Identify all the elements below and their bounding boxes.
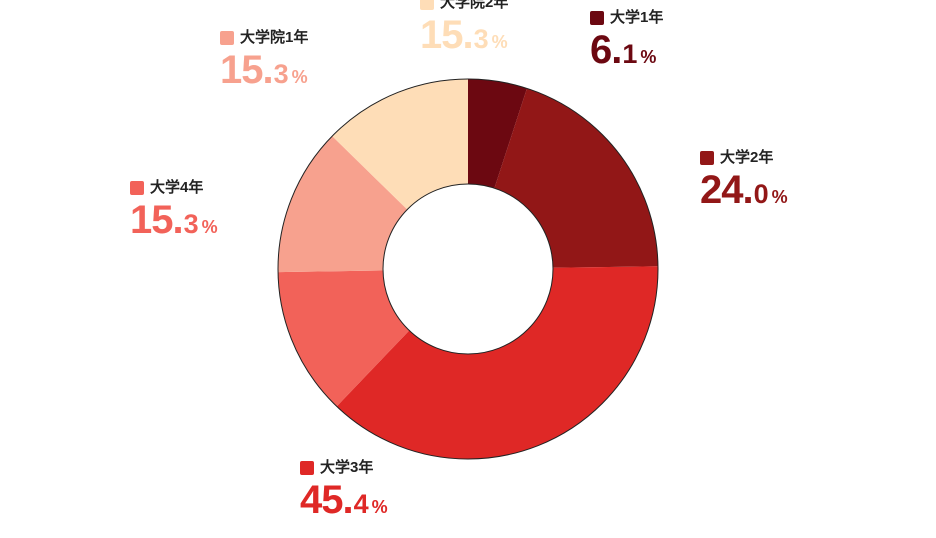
decimal-point: . bbox=[173, 198, 184, 242]
value-int: 6 bbox=[590, 28, 611, 72]
decimal-point: . bbox=[263, 48, 274, 92]
label-0: 大学1年 6.1% bbox=[590, 10, 663, 71]
label-name: 大学2年 bbox=[720, 149, 773, 166]
percent-sign: % bbox=[372, 497, 388, 517]
value-int: 15 bbox=[420, 13, 463, 57]
label-3: 大学4年 15.3% bbox=[130, 180, 218, 241]
decimal-point: . bbox=[463, 13, 474, 57]
value-dec: 3 bbox=[184, 209, 199, 239]
label-2: 大学3年 45.4% bbox=[300, 460, 388, 521]
decimal-point: . bbox=[743, 168, 754, 212]
percent-sign: % bbox=[492, 32, 508, 52]
percent-sign: % bbox=[292, 67, 308, 87]
value-dec: 0 bbox=[754, 179, 769, 209]
label-name: 大学4年 bbox=[150, 179, 203, 196]
value-dec: 4 bbox=[354, 489, 369, 519]
decimal-point: . bbox=[611, 28, 622, 72]
value-int: 24 bbox=[700, 168, 743, 212]
percent-sign: % bbox=[202, 217, 218, 237]
value-dec: 3 bbox=[274, 59, 289, 89]
swatch-icon bbox=[700, 151, 714, 165]
inner-ring bbox=[383, 184, 553, 354]
swatch-icon bbox=[420, 0, 434, 10]
label-name: 大学1年 bbox=[610, 9, 663, 26]
label-4: 大学院1年 15.3% bbox=[220, 30, 308, 91]
decimal-point: . bbox=[343, 478, 354, 522]
value-int: 45 bbox=[300, 478, 343, 522]
swatch-icon bbox=[590, 11, 604, 25]
label-name: 大学3年 bbox=[320, 459, 373, 476]
value-int: 15 bbox=[130, 198, 173, 242]
percent-sign: % bbox=[772, 187, 788, 207]
label-name: 大学院2年 bbox=[440, 0, 508, 11]
value-dec: 3 bbox=[474, 24, 489, 54]
label-1: 大学2年 24.0% bbox=[700, 150, 788, 211]
swatch-icon bbox=[130, 181, 144, 195]
swatch-icon bbox=[220, 31, 234, 45]
donut-svg bbox=[0, 0, 936, 538]
value-int: 15 bbox=[220, 48, 263, 92]
donut-chart: 大学1年6.1%大学2年24.0%大学3年45.4%大学4年15.3%大学院1年… bbox=[0, 0, 936, 538]
label-name: 大学院1年 bbox=[240, 29, 308, 46]
percent-sign: % bbox=[640, 47, 656, 67]
label-5: 大学院2年 15.3% bbox=[420, 0, 508, 56]
swatch-icon bbox=[300, 461, 314, 475]
value-dec: 1 bbox=[622, 39, 637, 69]
